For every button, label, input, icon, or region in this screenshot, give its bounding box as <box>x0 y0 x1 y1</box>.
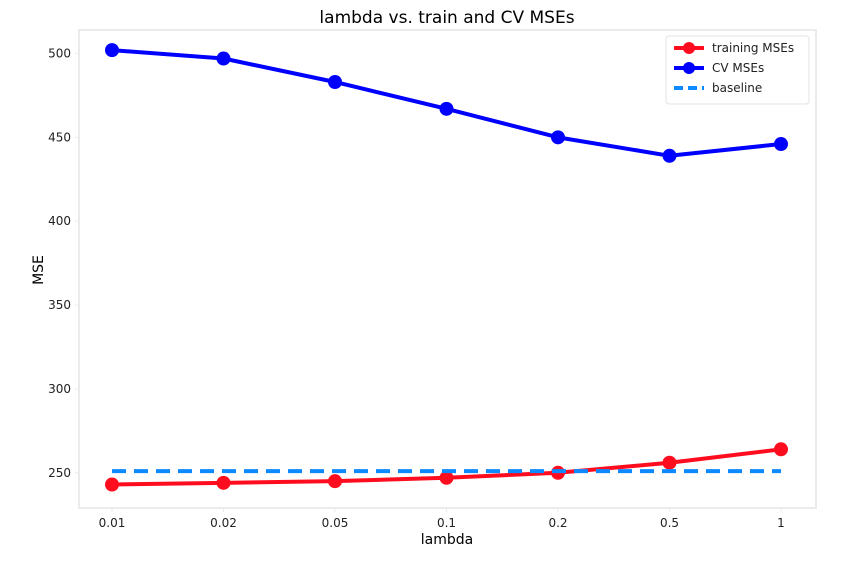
legend-label-baseline: baseline <box>712 81 762 95</box>
legend-label-training-mses: training MSEs <box>712 41 794 55</box>
series-layer <box>105 43 788 492</box>
y-tick-label: 300 <box>48 382 71 396</box>
y-tick-label: 500 <box>48 46 71 60</box>
x-tick-label: 0.1 <box>437 516 456 530</box>
cv-mses-point <box>774 137 788 152</box>
y-tick-label: 350 <box>48 298 71 312</box>
cv-mses-point <box>328 74 342 89</box>
x-axis: 0.01 0.02 0.05 0.1 0.2 0.5 1 <box>99 508 785 530</box>
plot-frame <box>78 29 817 509</box>
training-mses-point <box>328 474 342 489</box>
legend-label-cv-mses: CV MSEs <box>712 61 764 75</box>
cv-mses-point <box>551 130 565 145</box>
training-mses-point <box>105 477 119 492</box>
cv-mses-point <box>662 148 677 163</box>
legend: training MSEs CV MSEs baseline <box>665 35 810 105</box>
training-mses-point <box>662 455 677 470</box>
y-tick-label: 400 <box>48 214 71 228</box>
chart-title: lambda vs. train and CV MSEs <box>319 8 574 28</box>
legend-box <box>665 35 810 105</box>
legend-marker-cv-mses <box>683 62 695 74</box>
training-mses-point <box>774 442 788 457</box>
cv-mses-point <box>216 51 231 66</box>
cv-mses-point <box>439 101 454 116</box>
y-axis-label: MSE <box>31 255 47 285</box>
x-tick-label: 0.05 <box>322 516 349 530</box>
training-mses-point <box>439 470 454 485</box>
x-tick-label: 0.2 <box>548 516 567 530</box>
x-tick-label: 1 <box>777 516 785 530</box>
x-axis-label: lambda <box>421 532 473 548</box>
x-tick-label: 0.02 <box>210 516 237 530</box>
y-axis: 250 300 350 400 450 500 <box>48 46 79 480</box>
training-mses-point <box>216 475 231 490</box>
x-tick-label: 0.5 <box>660 516 679 530</box>
legend-marker-training-mses <box>683 42 695 54</box>
y-tick-label: 250 <box>48 466 71 480</box>
x-tick-label: 0.01 <box>99 516 126 530</box>
y-tick-label: 450 <box>48 130 71 144</box>
cv-mses-point <box>105 43 119 58</box>
